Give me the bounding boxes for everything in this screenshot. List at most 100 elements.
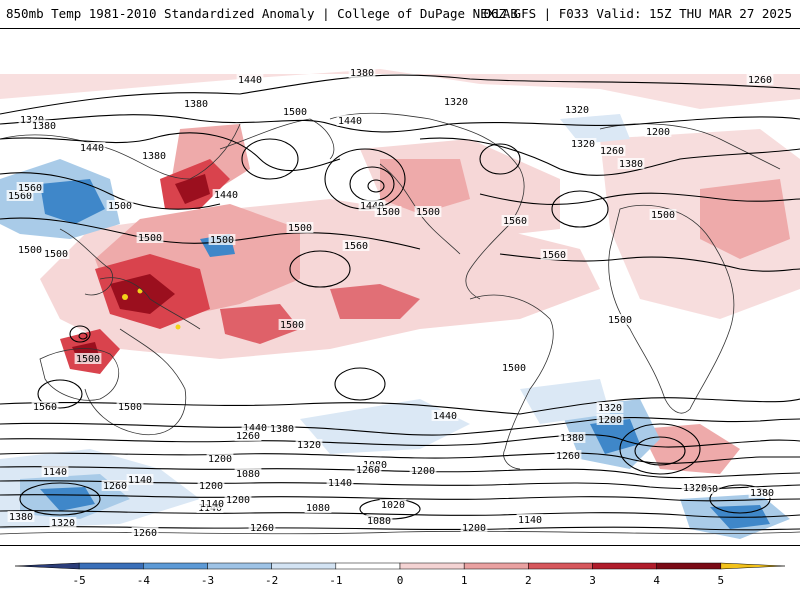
contour-label-bg (182, 98, 210, 109)
contour-label-bg (617, 158, 645, 169)
contour-label: 1200 (462, 523, 486, 534)
colorbar-segment (78, 562, 144, 570)
coastline (219, 118, 335, 160)
anomaly-area (0, 69, 800, 109)
colorbar-tick-label: 3 (589, 574, 596, 587)
contour-label-bg (563, 104, 591, 115)
coastline (99, 277, 201, 330)
contour-label-bg (748, 487, 776, 498)
contour-line (619, 423, 701, 475)
coastlines (0, 112, 800, 535)
contour-label-bg (42, 248, 70, 259)
contour-label: 1500 (376, 207, 400, 218)
contour-label: 1080 (306, 503, 330, 514)
contour-label: 1260 (236, 431, 260, 442)
anomaly-extreme (122, 294, 128, 300)
contour-label-bg (558, 432, 586, 443)
contour-line (0, 114, 800, 133)
contour-label-bg (342, 240, 370, 251)
contour-line (78, 332, 88, 340)
contour-label-bg (131, 527, 159, 538)
anomaly-area (520, 379, 610, 424)
map-panel[interactable]: 1380144012601320138015001440132013201200… (0, 28, 800, 546)
contour-label: 1260 (556, 451, 580, 462)
contour-label-bg (569, 138, 597, 149)
contour-line (0, 452, 800, 464)
contour-line (634, 436, 686, 466)
contour-label-bg (649, 209, 677, 220)
contour-label-bg (248, 522, 276, 533)
anomaly-area (330, 284, 420, 319)
height-contours (0, 74, 800, 531)
contour-label: 1560 (18, 183, 42, 194)
contour-line (367, 179, 385, 193)
anomaly-shading (0, 69, 800, 539)
contour-label: 1500 (18, 245, 42, 256)
contour-label: 1260 (600, 146, 624, 157)
contour-label-bg (234, 468, 262, 479)
coastline (84, 328, 187, 436)
contour-label: 1440 (433, 411, 457, 422)
colorbar-segment (143, 562, 208, 570)
contour-label-bg (431, 410, 459, 421)
contour-label-bg (16, 182, 44, 193)
contour-label-bg (268, 423, 296, 434)
contour-label: 1500 (288, 223, 312, 234)
contour-label-bg (136, 232, 164, 243)
contour-label-bg (554, 450, 582, 461)
contour-label: 1500 (416, 207, 440, 218)
contour-label: 1380 (619, 159, 643, 170)
anomaly-area (110, 274, 175, 314)
contour-label-bg (41, 466, 69, 477)
contour-label: 1500 (210, 235, 234, 246)
contour-label-bg (304, 502, 332, 513)
title-bar: 850mb Temp 1981-2010 Standardized Anomal… (0, 0, 800, 28)
anomaly-area (640, 424, 740, 474)
contour-label: 1500 (502, 363, 526, 374)
contour-line (0, 417, 800, 436)
contour-label-bg (354, 464, 382, 475)
contour-label-bg (234, 430, 262, 441)
coastline (329, 112, 525, 300)
anomaly-map[interactable]: 1380144012601320138015001440132013201200… (0, 29, 800, 546)
contour-label-bg (348, 67, 376, 78)
contour-line (69, 325, 91, 343)
colorbar-segment (335, 562, 401, 570)
contour-label-bg (140, 150, 168, 161)
contour-label: 1320 (683, 483, 707, 494)
contour-label: 1140 (518, 515, 542, 526)
model-run-info: 06Z GFS | F033 Valid: 15Z THU MAR 27 202… (483, 6, 792, 21)
anomaly-extreme (137, 288, 143, 294)
colorbar-tick-label: -3 (200, 574, 215, 587)
contour-label: 1380 (270, 424, 294, 435)
contour-label-bg (442, 96, 470, 107)
contour-label: 1320 (444, 97, 468, 108)
contour-label-bg (6, 190, 34, 201)
colorbar-tick-label: -4 (136, 574, 150, 587)
contour-line (419, 137, 800, 176)
contour-label-bg (460, 522, 488, 533)
contour-label-bg (236, 74, 264, 85)
contour-label-bg (501, 215, 529, 226)
contour-label-bg (241, 422, 269, 433)
contour-label-bg (500, 362, 528, 373)
contour-label: 1380 (350, 68, 374, 79)
anomaly-area (40, 487, 95, 511)
contour-label-bg (358, 200, 386, 211)
contour-label: 1200 (208, 454, 232, 465)
contour-line (479, 143, 521, 175)
contour-label: 1380 (184, 99, 208, 110)
contour-label: 1080 (367, 516, 391, 527)
contour-label: 1500 (138, 233, 162, 244)
contour-label-bg (681, 482, 709, 493)
contour-label-bg (116, 401, 144, 412)
contour-label: 1200 (646, 127, 670, 138)
contour-label-bg (379, 499, 407, 510)
contour-label-bg (30, 120, 58, 131)
anomaly-area (220, 304, 300, 344)
contour-label: 1380 (32, 121, 56, 132)
contour-label: 1260 (250, 523, 274, 534)
coastline (0, 123, 241, 180)
contour-label: 1260 (748, 75, 772, 86)
contour-label-bg (516, 514, 544, 525)
